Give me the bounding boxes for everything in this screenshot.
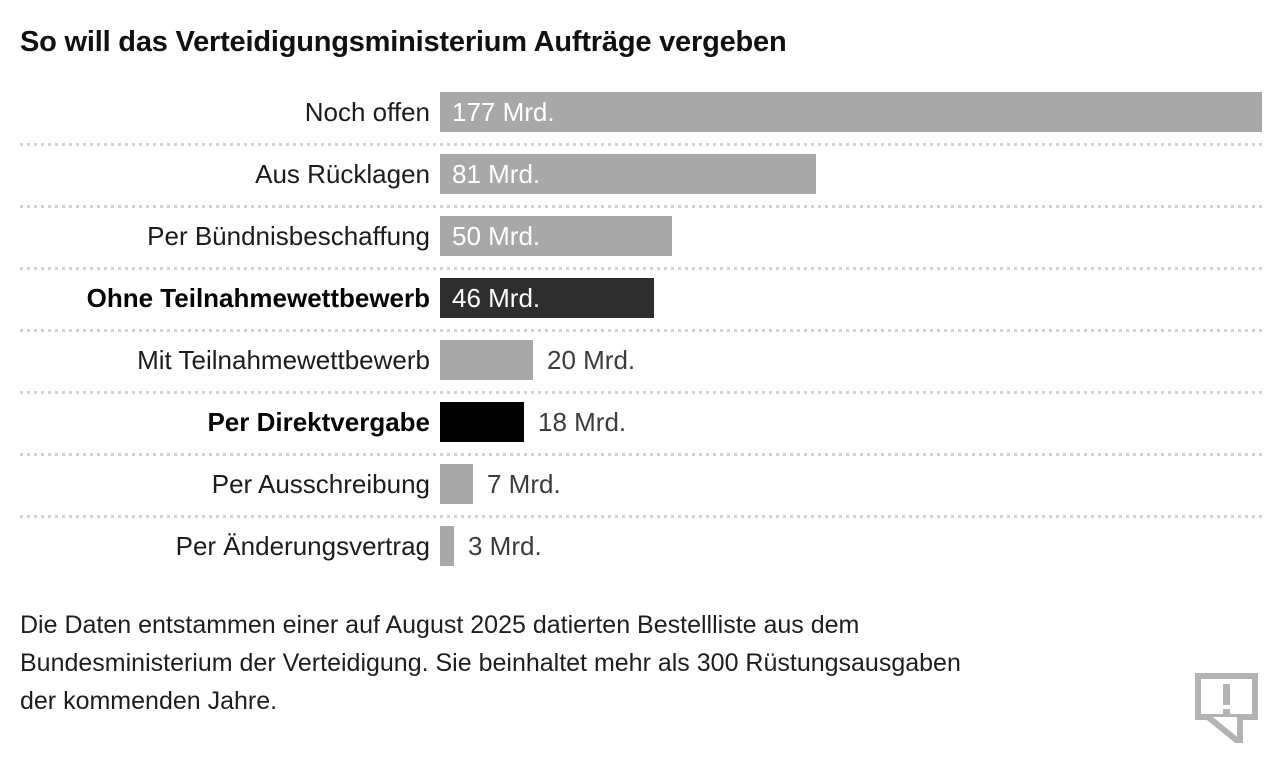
bar-area: 3 Mrd. — [440, 526, 1262, 566]
value-label-inside: 50 Mrd. — [452, 220, 541, 251]
chart-row: Aus Rücklagen 81 Mrd. — [20, 143, 1262, 205]
chart-row: Mit Teilnahmewettbewerb 20 Mrd. — [20, 329, 1262, 391]
bar-area: 20 Mrd. — [440, 340, 1262, 380]
value-label-inside: 81 Mrd. — [452, 158, 541, 189]
category-label: Per Direktvergabe — [207, 406, 430, 437]
category-label: Per Bündnisbeschaffung — [147, 220, 430, 251]
chart-row: Noch offen 177 Mrd. — [20, 81, 1262, 143]
value-label-inside: 177 Mrd. — [452, 96, 555, 127]
value-label-outside: 7 Mrd. — [487, 468, 561, 499]
category-label: Per Ausschreibung — [211, 468, 430, 499]
bar-area: 50 Mrd. — [440, 216, 1262, 256]
source-note-line: der kommenden Jahre. — [20, 687, 278, 715]
bar-area: 7 Mrd. — [440, 464, 1262, 504]
source-note-line: Die Daten entstammen einer auf August 20… — [20, 611, 860, 639]
bar-area: 18 Mrd. — [440, 402, 1262, 442]
bar: 46 Mrd. — [440, 278, 654, 318]
value-label-outside: 3 Mrd. — [468, 530, 542, 561]
value-label-outside: 20 Mrd. — [547, 344, 636, 375]
category-label: Noch offen — [304, 96, 430, 127]
bar — [440, 526, 454, 566]
bar-chart: Noch offen 177 Mrd. Aus Rücklagen 81 Mrd… — [20, 81, 1262, 577]
bar-area: 177 Mrd. — [440, 92, 1262, 132]
bar — [440, 464, 473, 504]
bar-area: 46 Mrd. — [440, 278, 1262, 318]
feedback-speech-bubble-icon[interactable] — [1194, 673, 1258, 750]
chart-row: Per Bündnisbeschaffung 50 Mrd. — [20, 205, 1262, 267]
chart-row: Per Änderungsvertrag 3 Mrd. — [20, 515, 1262, 577]
category-label: Mit Teilnahmewettbewerb — [137, 344, 430, 375]
chart-row: Per Direktvergabe 18 Mrd. — [20, 391, 1262, 453]
bar: 177 Mrd. — [440, 92, 1262, 132]
source-note-line: Bundesministerium der Verteidigung. Sie … — [20, 649, 961, 677]
source-note: Die Daten entstammen einer auf August 20… — [20, 606, 961, 720]
chart-row: Per Ausschreibung 7 Mrd. — [20, 453, 1262, 515]
bar — [440, 402, 524, 442]
chart-title: So will das Verteidigungsministerium Auf… — [20, 26, 787, 58]
value-label-inside: 46 Mrd. — [452, 282, 541, 313]
bar: 50 Mrd. — [440, 216, 672, 256]
category-label: Aus Rücklagen — [255, 158, 430, 189]
bar — [440, 340, 533, 380]
category-label: Ohne Teilnahmewettbewerb — [86, 282, 430, 313]
speech-bubble-exclamation-glyph — [1195, 673, 1258, 750]
value-label-outside: 18 Mrd. — [538, 406, 627, 437]
bar-area: 81 Mrd. — [440, 154, 1262, 194]
category-label: Per Änderungsvertrag — [175, 530, 430, 561]
chart-row: Ohne Teilnahmewettbewerb 46 Mrd. — [20, 267, 1262, 329]
bar: 81 Mrd. — [440, 154, 816, 194]
